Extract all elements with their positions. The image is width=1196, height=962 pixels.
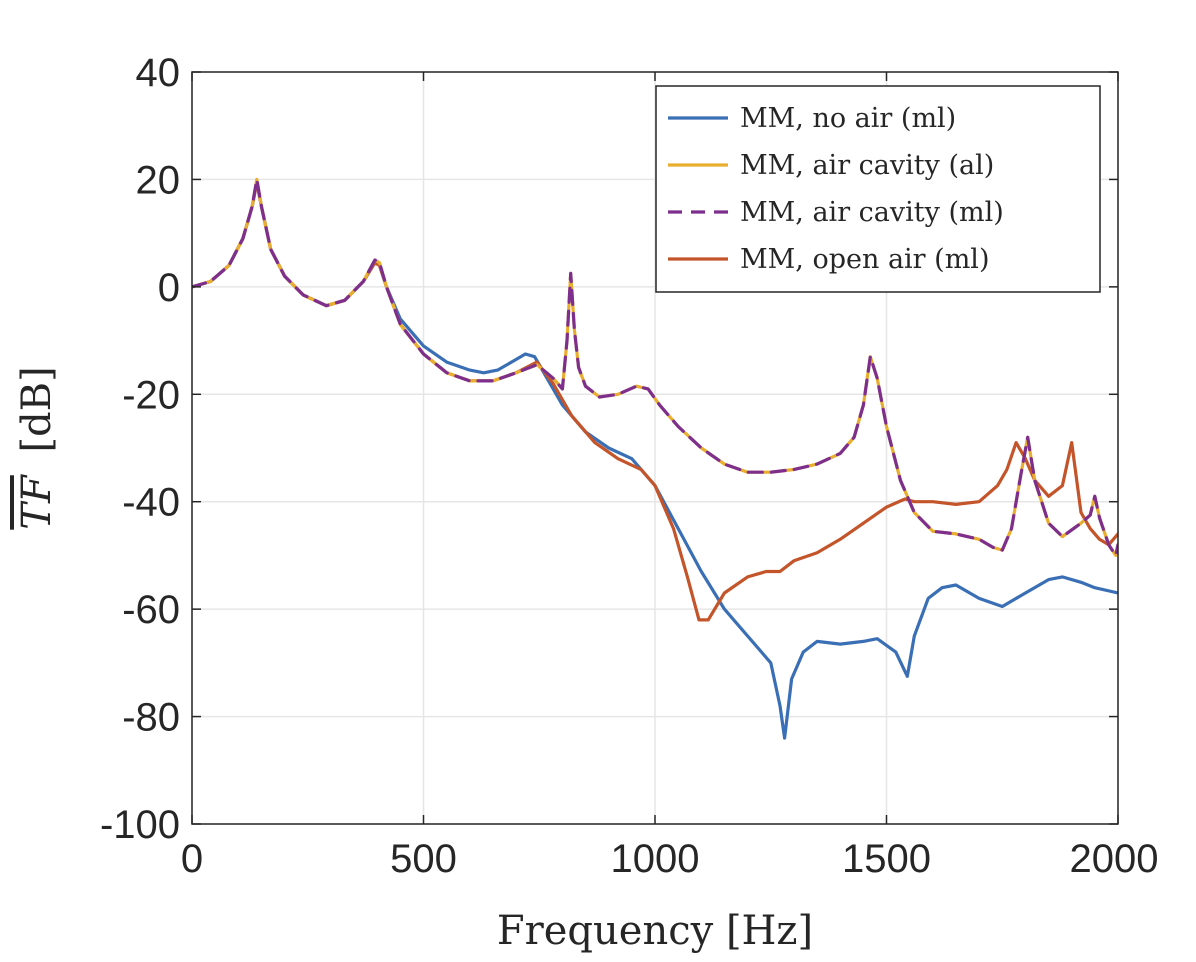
series-line-2: [192, 177, 1118, 557]
legend-label-2: MM, air cavity (ml): [740, 197, 1004, 228]
y-axis-title: TF [dB]: [14, 366, 60, 529]
y-axis-symbol: TF: [14, 474, 60, 530]
legend-label-1: MM, air cavity (al): [740, 150, 994, 181]
series-lines: [192, 177, 1118, 740]
x-tick-label: 0: [181, 837, 203, 881]
y-tick-label: -40: [122, 481, 180, 525]
x-tick-label: 2000: [1070, 837, 1159, 881]
legend-box: [655, 85, 1101, 293]
y-tick-label: 40: [136, 51, 181, 95]
tick-labels: 0 500 1000 1500 2000 -100 -80 -60 -40 -20 0 20 40: [100, 51, 1159, 881]
ticks: [191, 71, 1119, 825]
y-tick-label: -60: [122, 588, 180, 632]
x-tick-label: 500: [390, 837, 457, 881]
legend-label-3: MM, open air (ml): [740, 244, 989, 275]
legend-label-0: MM, no air (ml): [740, 103, 956, 134]
y-tick-label: -20: [122, 373, 180, 417]
legend: MM, no air (ml) MM, air cavity (al) MM, ai…: [655, 85, 1101, 293]
y-axis-unit: [dB]: [14, 366, 60, 452]
y-tick-label: 20: [136, 158, 181, 202]
x-axis-title: Frequency [Hz]: [497, 908, 813, 954]
y-tick-label: 0: [158, 266, 180, 310]
x-tick-label: 1500: [842, 837, 931, 881]
svg-text:TF [dB]: TF [dB]: [14, 366, 60, 529]
y-tick-label: -100: [100, 803, 180, 847]
y-tick-label: -80: [122, 696, 180, 740]
x-tick-label: 1000: [611, 837, 700, 881]
